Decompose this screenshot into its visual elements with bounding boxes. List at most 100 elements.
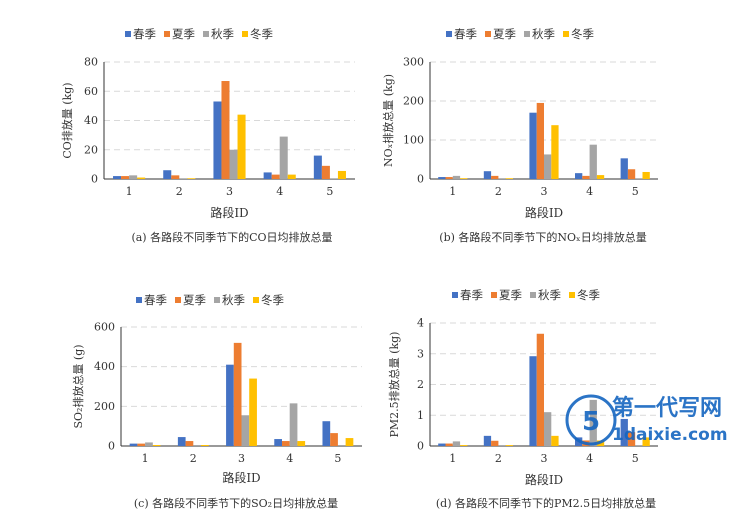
bar-autumn <box>145 442 153 446</box>
bar-spring <box>177 437 186 446</box>
y-axis-label: PM2.5排放总量 (kg) <box>387 332 401 438</box>
bar-winter <box>551 125 559 179</box>
y-tick-label: 200 <box>403 95 424 108</box>
x-tick-label: 5 <box>334 452 341 465</box>
bar-winter <box>460 445 468 446</box>
y-tick-label: 300 <box>403 56 424 69</box>
legend-swatch-summer <box>164 31 170 37</box>
y-tick-label: 100 <box>403 134 424 147</box>
y-tick-label: 3 <box>417 347 424 360</box>
x-tick-label: 5 <box>326 185 333 198</box>
x-tick-label: 3 <box>541 185 548 198</box>
bar-spring <box>226 364 234 446</box>
bar-winter <box>249 378 257 446</box>
legend-swatch-spring <box>446 31 452 37</box>
bar-winter <box>137 177 146 179</box>
bar-winter <box>642 171 650 179</box>
bar-spring <box>313 155 322 179</box>
legend-swatch-autumn <box>214 297 220 303</box>
y-axis-label: NOₓ排放总量 (kg) <box>381 74 395 167</box>
legend-swatch-winter <box>563 31 569 37</box>
bar-summer <box>582 175 590 179</box>
bar-winter <box>237 114 246 179</box>
bar-winter <box>201 445 209 446</box>
bar-summer <box>171 175 180 179</box>
bar-autumn <box>179 178 188 179</box>
bar-spring <box>213 101 222 179</box>
bar-autumn <box>279 136 288 179</box>
legend-label: 秋季 <box>532 27 555 41</box>
legend-swatch-winter <box>242 31 248 37</box>
legend-swatch-winter <box>569 292 575 298</box>
bar-spring <box>438 177 446 179</box>
bar-summer <box>491 175 499 179</box>
y-tick-label: 0 <box>91 173 98 186</box>
legend-label: 春季 <box>133 27 156 41</box>
x-tick-label: 2 <box>495 185 502 198</box>
bar-autumn <box>635 178 643 179</box>
legend-label: 秋季 <box>211 27 234 41</box>
legend-swatch-spring <box>452 292 458 298</box>
y-tick-label: 20 <box>84 143 98 156</box>
y-tick-label: 0 <box>108 440 115 453</box>
x-tick-label: 2 <box>190 452 197 465</box>
bar-summer <box>330 433 338 446</box>
bar-winter <box>642 437 650 446</box>
bar-autumn <box>193 445 202 446</box>
legend-swatch-spring <box>125 31 131 37</box>
bar-summer <box>271 174 280 179</box>
x-tick-label: 5 <box>632 452 639 465</box>
legend-label: 春季 <box>460 288 483 302</box>
bar-autumn <box>498 178 506 179</box>
y-tick-label: 600 <box>94 321 115 334</box>
legend-label: 夏季 <box>499 288 522 302</box>
x-tick-label: 1 <box>126 185 133 198</box>
y-tick-label: 0 <box>417 440 424 453</box>
legend-label: 夏季 <box>172 27 195 41</box>
watermark: 5 第一代写网 1daixie.com <box>565 394 728 446</box>
x-axis-label: 路段ID <box>222 470 260 485</box>
bar-winter <box>287 174 296 179</box>
chart-panel-4: 0 1 2 3 4 1 2 3 4 5 路段ID PM2.5排放总量 (kg) 春季 夏季 秋季 冬季 (d) … <box>387 288 658 510</box>
legend-swatch-summer <box>175 297 181 303</box>
chart-caption: (c) 各路段不同季节下的SO₂日均排放总量 <box>134 496 338 510</box>
legend: 春季 夏季 秋季 冬季 <box>446 27 594 41</box>
bar-spring <box>529 112 537 179</box>
legend: 春季 夏季 秋季 冬季 <box>452 288 600 302</box>
x-axis-label: 路段ID <box>525 205 563 220</box>
y-tick-label: 1 <box>417 409 424 422</box>
legend-label: 春季 <box>454 27 477 41</box>
chart-caption: (a) 各路段不同季节下的CO日均排放总量 <box>131 230 332 244</box>
bar-winter <box>297 441 306 446</box>
bar-summer <box>491 440 499 446</box>
bar-summer <box>536 333 544 446</box>
bar-summer <box>233 342 242 446</box>
watermark-logo-icon <box>565 394 617 446</box>
bar-autumn <box>452 441 461 446</box>
chart-panel-2: 0 100 200 300 1 2 3 4 5 路段ID NOₓ排放总量 (kg) 春季 夏季 秋季 冬季 (… <box>381 27 658 244</box>
y-tick-label: 200 <box>94 400 115 413</box>
bar-autumn <box>544 412 552 446</box>
chart-caption: (d) 各路段不同季节下的PM2.5日均排放总量 <box>436 496 656 510</box>
y-tick-label: 80 <box>84 56 98 69</box>
x-tick-label: 2 <box>176 185 183 198</box>
bar-autumn <box>452 175 461 179</box>
legend-label: 夏季 <box>183 293 206 307</box>
x-tick-label: 3 <box>238 452 245 465</box>
y-tick-label: 4 <box>417 317 424 330</box>
bar-winter <box>596 175 605 179</box>
bar-summer <box>445 177 453 179</box>
bar-autumn <box>589 399 597 446</box>
bar-autumn <box>129 175 138 179</box>
bar-autumn <box>289 403 298 446</box>
x-tick-label: 4 <box>586 185 593 198</box>
legend-swatch-spring <box>136 297 142 303</box>
bar-spring <box>113 176 122 179</box>
y-tick-label: 60 <box>84 85 98 98</box>
y-axis-label: CO排放量 (kg) <box>60 82 74 158</box>
x-tick-label: 1 <box>449 185 456 198</box>
legend-swatch-winter <box>253 297 259 303</box>
bar-summer <box>137 443 146 446</box>
